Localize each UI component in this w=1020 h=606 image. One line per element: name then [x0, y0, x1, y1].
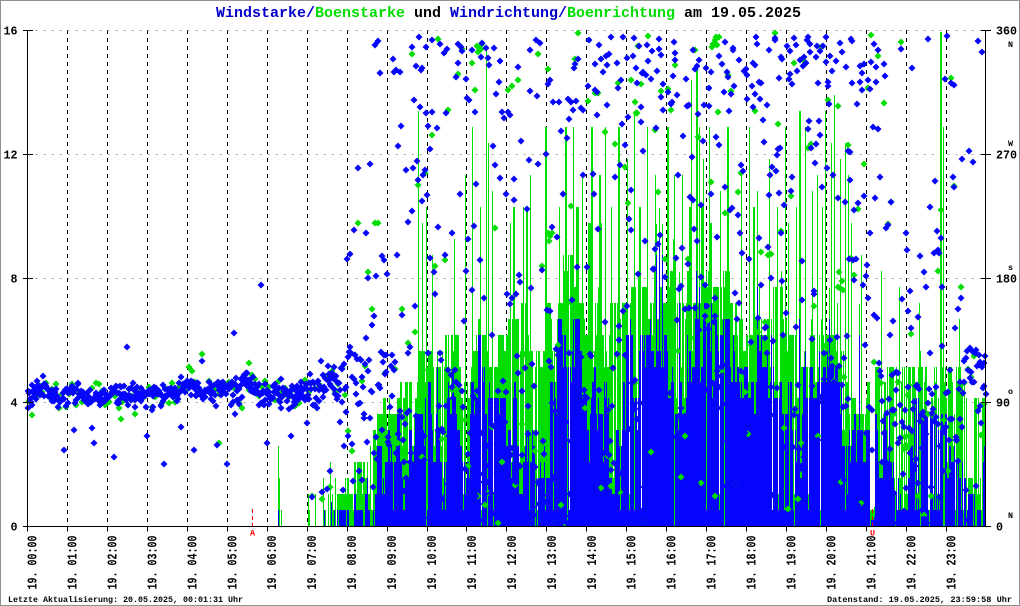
svg-text:19. 22:00: 19. 22:00 — [904, 536, 919, 590]
svg-text:19. 00:00: 19. 00:00 — [26, 536, 41, 590]
svg-text:s: s — [1008, 263, 1013, 273]
svg-text:19. 10:00: 19. 10:00 — [425, 536, 440, 590]
svg-text:N: N — [1008, 511, 1013, 521]
svg-text:270: 270 — [996, 149, 1017, 163]
svg-text:19. 17:00: 19. 17:00 — [705, 536, 720, 590]
svg-text:90: 90 — [996, 397, 1010, 411]
svg-text:Boenrichtung: Boenrichtung — [567, 5, 675, 22]
svg-text:19. 08:00: 19. 08:00 — [345, 536, 360, 590]
svg-text:W: W — [1008, 139, 1014, 149]
svg-text:N: N — [1008, 40, 1013, 50]
svg-text:19. 12:00: 19. 12:00 — [505, 536, 520, 590]
svg-text:19. 07:00: 19. 07:00 — [305, 536, 320, 590]
svg-text:19. 06:00: 19. 06:00 — [265, 536, 280, 590]
svg-text:19. 03:00: 19. 03:00 — [145, 536, 160, 590]
svg-text:360: 360 — [996, 25, 1017, 39]
svg-text:A: A — [250, 529, 256, 539]
svg-text:0: 0 — [996, 521, 1003, 535]
svg-text:Windstarke/: Windstarke/ — [216, 5, 315, 22]
svg-text:19. 14:00: 19. 14:00 — [585, 536, 600, 590]
svg-text:180: 180 — [996, 273, 1017, 287]
svg-text:19. 05:00: 19. 05:00 — [225, 536, 240, 590]
svg-text:19. 18:00: 19. 18:00 — [745, 536, 760, 590]
svg-text:16: 16 — [4, 25, 18, 39]
svg-text:19. 02:00: 19. 02:00 — [105, 536, 120, 590]
svg-text:19. 21:00: 19. 21:00 — [864, 536, 879, 590]
svg-text:19. 16:00: 19. 16:00 — [665, 536, 680, 590]
svg-text:am 19.05.2025: am 19.05.2025 — [684, 5, 801, 22]
svg-text:19. 23:00: 19. 23:00 — [944, 536, 959, 590]
svg-text:0: 0 — [11, 521, 18, 535]
svg-text:Datenstand: 19.05.2025, 23:59:: Datenstand: 19.05.2025, 23:59:58 Uhr — [827, 595, 1012, 605]
svg-text:Boenstarke: Boenstarke — [315, 5, 405, 22]
svg-text:12: 12 — [4, 149, 18, 163]
svg-text:U: U — [870, 529, 875, 539]
svg-text:19. 11:00: 19. 11:00 — [465, 536, 480, 590]
svg-text:Letzte Aktualisierung: 20.05.2: Letzte Aktualisierung: 20.05.2025, 00:01… — [8, 595, 243, 605]
svg-text:19. 09:00: 19. 09:00 — [385, 536, 400, 590]
svg-text:19. 04:00: 19. 04:00 — [185, 536, 200, 590]
svg-text:19. 13:00: 19. 13:00 — [545, 536, 560, 590]
svg-text:8: 8 — [11, 273, 18, 287]
svg-text:Windrichtung/: Windrichtung/ — [450, 5, 567, 22]
svg-text:19. 01:00: 19. 01:00 — [65, 536, 80, 590]
svg-text:19. 20:00: 19. 20:00 — [824, 536, 839, 590]
svg-text:19. 15:00: 19. 15:00 — [625, 536, 640, 590]
svg-text:und: und — [414, 5, 441, 22]
svg-text:4: 4 — [11, 397, 18, 411]
svg-text:o: o — [1008, 387, 1013, 397]
svg-text:19. 19:00: 19. 19:00 — [784, 536, 799, 590]
